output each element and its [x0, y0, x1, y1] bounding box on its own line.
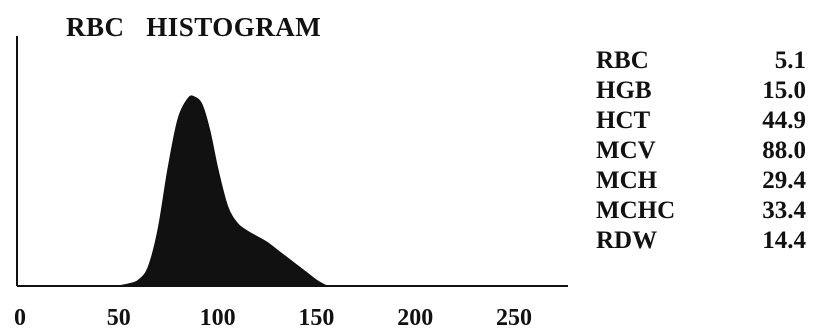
index-row-hgb: HGB 15.0: [596, 76, 806, 106]
index-value: 29.4: [762, 167, 806, 194]
index-row-hct: HCT 44.9: [596, 106, 806, 136]
x-tick-label-250: 250: [496, 305, 532, 331]
index-label: MCHC: [596, 197, 676, 224]
x-tick-label-100: 100: [200, 305, 236, 331]
index-label: HGB: [596, 77, 652, 104]
index-row-rbc: RBC 5.1: [596, 46, 806, 76]
index-value: 33.4: [762, 197, 806, 224]
x-tick-label-200: 200: [397, 305, 433, 331]
index-value: 88.0: [762, 137, 806, 164]
index-label: HCT: [596, 107, 651, 134]
index-value: 44.9: [762, 107, 806, 134]
index-label: MCV: [596, 137, 656, 164]
index-row-rdw: RDW 14.4: [596, 226, 806, 256]
index-value: 15.0: [762, 77, 806, 104]
index-label: RBC: [596, 47, 649, 74]
index-value: 5.1: [774, 47, 806, 74]
x-tick-label-0: 0: [14, 305, 26, 331]
histogram-curve: [118, 95, 330, 287]
index-label: RDW: [596, 227, 658, 254]
x-tick-label-50: 50: [107, 305, 131, 331]
chart-title: RBC HISTOGRAM: [66, 12, 322, 42]
histogram-plot: 0 50 100 150 200 250: [14, 36, 568, 331]
index-label: MCH: [596, 167, 658, 194]
x-tick-label-150: 150: [298, 305, 334, 331]
index-row-mcv: MCV 88.0: [596, 136, 806, 166]
rbc-indices-table: RBC 5.1 HGB 15.0 HCT 44.9 MCV 88.0 MCH 29.4 MCHC 33…: [596, 46, 806, 256]
index-row-mchc: MCHC 33.4: [596, 196, 806, 226]
index-value: 14.4: [762, 227, 806, 254]
index-row-mch: MCH 29.4: [596, 166, 806, 196]
